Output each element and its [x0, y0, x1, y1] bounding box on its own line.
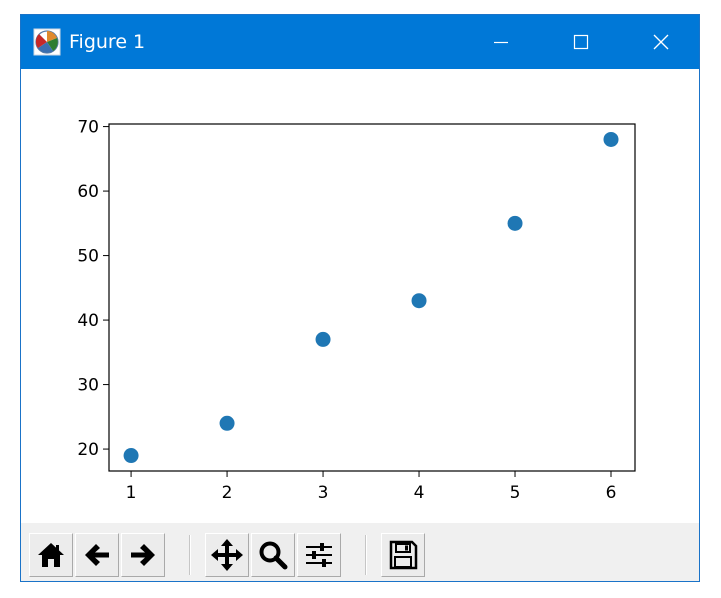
maximize-button[interactable]: [546, 15, 616, 69]
save-button[interactable]: [381, 533, 425, 577]
arrow-right-icon: [131, 544, 155, 566]
axes-frame: [108, 123, 636, 472]
close-icon: [653, 34, 669, 50]
pan-button[interactable]: [205, 533, 249, 577]
data-point: [315, 331, 331, 347]
move-icon: [211, 539, 243, 571]
x-tick-label: 1: [126, 483, 137, 503]
magnifier-icon: [259, 541, 288, 570]
minimize-icon: [494, 41, 508, 44]
back-button[interactable]: [75, 533, 119, 577]
sliders-icon: [306, 543, 332, 567]
matplotlib-icon: [33, 28, 61, 56]
data-points: [123, 131, 619, 464]
y-tick-label: 50: [77, 247, 99, 267]
data-point: [603, 131, 619, 147]
floppy-disk-icon: [389, 540, 418, 570]
x-tick-label: 4: [414, 483, 425, 503]
scatter-chart: 1 2 3 4 5 6 20 30 40 50 60 70: [77, 118, 636, 503]
data-point: [507, 215, 523, 231]
toolbar-separator: [365, 535, 367, 575]
x-tick-label: 5: [510, 483, 521, 503]
x-tick-label: 6: [606, 483, 617, 503]
x-axis: 1 2 3 4 5 6: [126, 471, 617, 503]
subplots-button[interactable]: [297, 533, 341, 577]
figure-window: Figure 1 1 2 3 4 5 6 20 30 40 50 60 70: [20, 14, 700, 582]
y-tick-label: 20: [77, 440, 99, 460]
y-tick-label: 40: [77, 311, 99, 331]
y-tick-label: 60: [77, 182, 99, 202]
data-point: [219, 415, 235, 431]
x-tick-label: 3: [318, 483, 329, 503]
y-tick-label: 30: [77, 376, 99, 396]
arrow-left-icon: [85, 544, 109, 566]
window-title: Figure 1: [69, 31, 146, 53]
home-icon: [38, 543, 64, 567]
data-point: [123, 448, 139, 464]
y-tick-label: 70: [77, 118, 99, 138]
home-button[interactable]: [29, 533, 73, 577]
minimize-button[interactable]: [466, 15, 536, 69]
data-point: [411, 293, 427, 309]
close-button[interactable]: [626, 15, 696, 69]
plot-canvas[interactable]: 1 2 3 4 5 6 20 30 40 50 60 70: [21, 69, 699, 523]
toolbar-separator: [189, 535, 191, 575]
navigation-toolbar: [21, 523, 699, 581]
y-axis: 20 30 40 50 60 70: [77, 118, 109, 460]
forward-button[interactable]: [121, 533, 165, 577]
maximize-icon: [573, 34, 589, 50]
title-bar[interactable]: Figure 1: [21, 15, 699, 69]
x-tick-label: 2: [222, 483, 233, 503]
zoom-button[interactable]: [251, 533, 295, 577]
